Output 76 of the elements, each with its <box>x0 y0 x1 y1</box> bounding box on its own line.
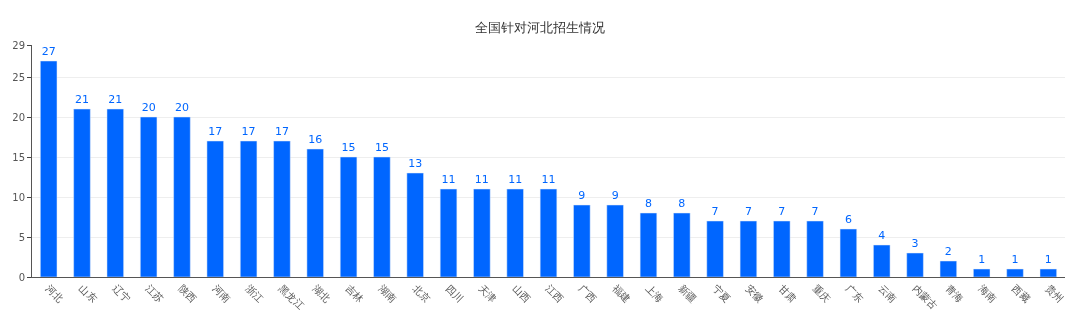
x-tick-label: 天津 <box>476 282 499 305</box>
x-tick-label: 甘肃 <box>776 282 799 305</box>
bar <box>973 268 991 277</box>
data-label: 9 <box>578 189 586 202</box>
x-tick-label: 河北 <box>43 282 66 305</box>
x-tick-label: 陕西 <box>177 282 199 305</box>
data-label: 9 <box>611 189 619 202</box>
x-tick-label: 上海 <box>643 282 666 305</box>
x-tick-label: 重庆 <box>810 282 833 305</box>
x-tick-label: 四川 <box>443 282 466 305</box>
x-tick-label: 江苏 <box>143 282 166 305</box>
x-tick-label: 西藏 <box>1010 282 1032 305</box>
x-tick-label: 贵州 <box>1043 282 1066 305</box>
x-tick-label: 黑龙江 <box>276 282 306 312</box>
bar <box>939 260 957 277</box>
x-tick-label: 福建 <box>610 282 633 305</box>
data-label: 21 <box>108 93 123 106</box>
x-tick-label: 河南 <box>210 282 233 305</box>
y-tick-label: 25 <box>12 71 25 83</box>
data-label: 17 <box>241 125 256 138</box>
bar <box>873 244 891 277</box>
x-tick-label: 吉林 <box>343 282 366 305</box>
x-tick-label: 湖北 <box>310 282 333 305</box>
chart-title: 全国针对河北招生情况 <box>475 20 605 36</box>
bar <box>1006 268 1024 277</box>
data-label: 20 <box>174 101 189 114</box>
x-tick-label: 辽宁 <box>110 282 133 305</box>
bar <box>1039 268 1057 277</box>
data-label: 4 <box>878 229 886 242</box>
bar <box>906 252 924 277</box>
y-tick-label: 15 <box>12 151 25 163</box>
x-tick-label: 山东 <box>77 282 99 305</box>
data-label: 15 <box>341 141 356 154</box>
data-label: 27 <box>41 45 56 58</box>
data-label: 13 <box>408 157 423 170</box>
data-label: 11 <box>474 173 489 186</box>
x-tick-label: 山西 <box>510 282 533 305</box>
data-label: 7 <box>744 205 752 218</box>
data-label: 11 <box>508 173 523 186</box>
y-tick-label: 5 <box>18 231 25 243</box>
data-label: 8 <box>678 197 686 210</box>
data-label: 17 <box>274 125 289 138</box>
data-label: 15 <box>374 141 389 154</box>
data-label: 7 <box>811 205 819 218</box>
x-tick-label: 新疆 <box>676 282 699 305</box>
data-label: 16 <box>308 133 323 146</box>
data-label: 11 <box>541 173 556 186</box>
data-label: 8 <box>644 197 652 210</box>
x-tick-label: 海南 <box>976 282 999 305</box>
data-label: 7 <box>778 205 786 218</box>
y-tick-label: 0 <box>18 271 25 283</box>
data-label: 1 <box>1011 253 1019 266</box>
y-tick-label: 20 <box>12 111 25 123</box>
x-tick-label: 广东 <box>843 282 866 305</box>
y-tick-label: 10 <box>12 191 25 203</box>
x-tick-label: 青海 <box>943 282 966 305</box>
data-label: 3 <box>911 237 919 250</box>
data-label: 17 <box>208 125 223 138</box>
data-label: 1 <box>978 253 986 266</box>
x-tick-label: 浙江 <box>243 282 266 305</box>
data-label: 6 <box>844 213 852 226</box>
x-tick-label: 宁夏 <box>710 282 733 305</box>
x-tick-label: 云南 <box>876 282 899 305</box>
x-tick-label: 内蒙古 <box>910 282 940 312</box>
x-tick-label: 北京 <box>410 282 433 305</box>
x-tick-label: 湖南 <box>376 282 399 305</box>
x-tick-label: 江西 <box>543 282 566 305</box>
data-label: 7 <box>711 205 719 218</box>
data-label: 20 <box>141 101 156 114</box>
data-label: 11 <box>441 173 456 186</box>
x-tick-label: 安徽 <box>743 282 766 305</box>
data-label: 1 <box>1044 253 1052 266</box>
data-label: 21 <box>74 93 89 106</box>
x-tick-label: 广西 <box>576 282 599 305</box>
data-label: 2 <box>944 245 952 258</box>
y-tick-label: 29 <box>12 39 25 51</box>
